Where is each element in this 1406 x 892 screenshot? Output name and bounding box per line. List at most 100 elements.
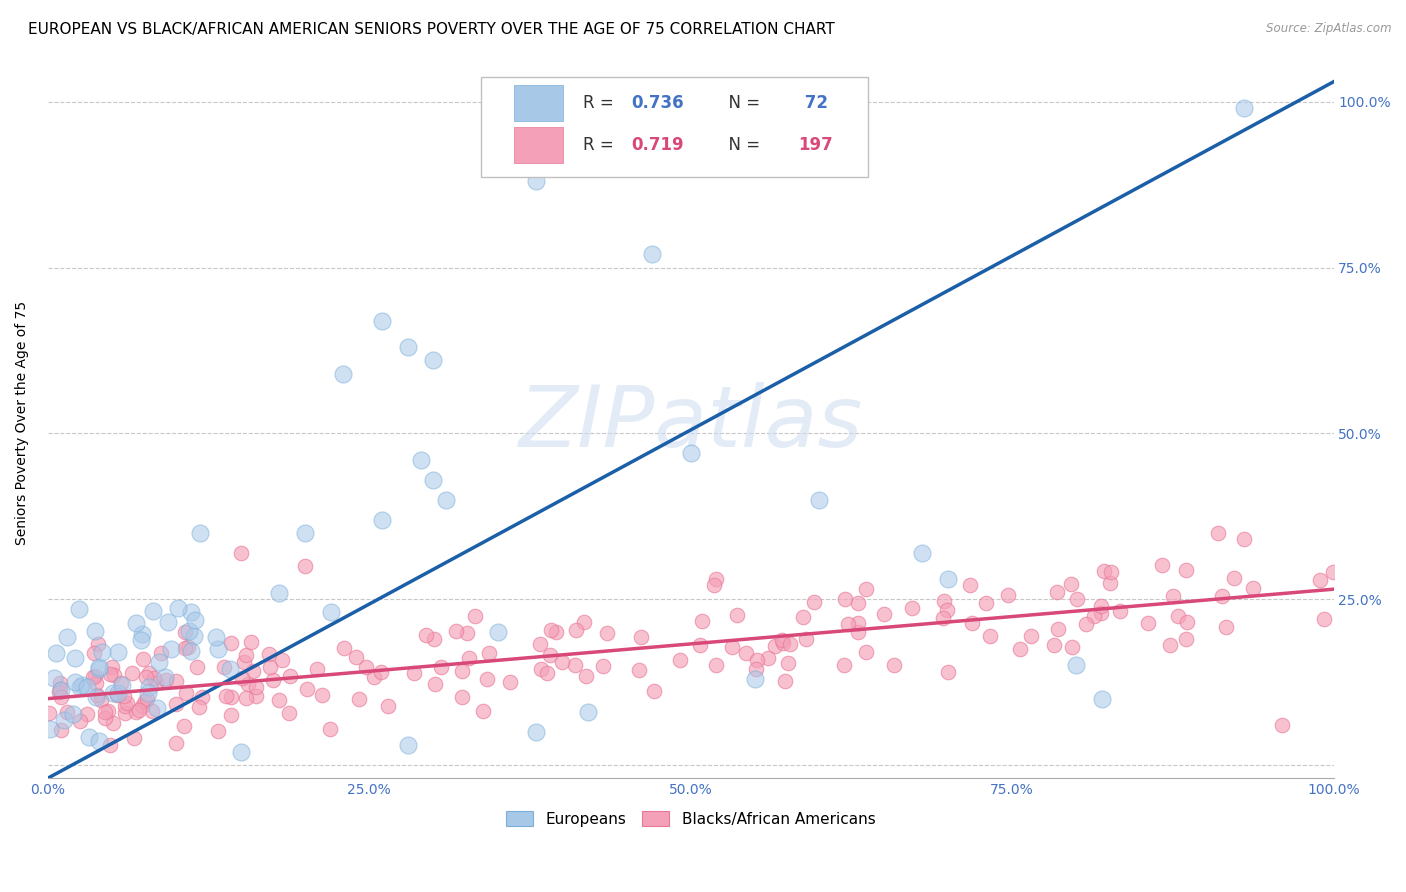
Point bbox=[735, 646, 758, 660]
Point bbox=[402, 666, 425, 681]
Point bbox=[574, 615, 596, 629]
Point bbox=[551, 656, 574, 670]
Point bbox=[1010, 642, 1032, 657]
Text: EUROPEAN VS BLACK/AFRICAN AMERICAN SENIORS POVERTY OVER THE AGE OF 75 CORRELATIO: EUROPEAN VS BLACK/AFRICAN AMERICAN SENIO… bbox=[28, 22, 835, 37]
Point bbox=[1232, 533, 1254, 547]
Point bbox=[101, 715, 124, 730]
Point bbox=[1136, 616, 1159, 631]
Point bbox=[235, 690, 257, 705]
Point bbox=[1174, 632, 1197, 647]
Point bbox=[294, 525, 316, 540]
Point bbox=[242, 664, 264, 678]
Point bbox=[451, 664, 474, 678]
Point bbox=[107, 686, 129, 700]
Point bbox=[219, 708, 242, 723]
Point bbox=[1101, 565, 1123, 579]
Point bbox=[259, 648, 281, 662]
Point bbox=[932, 594, 955, 608]
Point bbox=[703, 577, 725, 591]
Point bbox=[207, 723, 229, 738]
Point bbox=[1271, 718, 1294, 732]
Point bbox=[238, 676, 260, 690]
Point bbox=[87, 734, 110, 748]
Point bbox=[86, 688, 108, 702]
Point bbox=[1092, 564, 1115, 578]
Point bbox=[422, 353, 444, 368]
Point bbox=[278, 668, 301, 682]
Point bbox=[270, 653, 292, 667]
Point bbox=[679, 446, 702, 460]
Point bbox=[128, 702, 150, 716]
Point bbox=[960, 615, 983, 630]
Point bbox=[1309, 573, 1331, 587]
Point bbox=[529, 637, 551, 651]
Point bbox=[692, 614, 714, 628]
Point bbox=[370, 665, 392, 679]
Point bbox=[772, 636, 794, 650]
Point bbox=[165, 736, 187, 750]
Point bbox=[936, 665, 959, 679]
Point bbox=[294, 559, 316, 574]
Point bbox=[1060, 576, 1083, 591]
Point bbox=[148, 655, 170, 669]
Point bbox=[499, 675, 522, 690]
Point bbox=[319, 606, 342, 620]
Point bbox=[94, 711, 117, 725]
Point bbox=[959, 578, 981, 592]
Point bbox=[318, 722, 340, 736]
Point bbox=[70, 678, 93, 692]
Point bbox=[415, 628, 437, 642]
Point bbox=[472, 704, 495, 718]
Point bbox=[832, 657, 855, 672]
Point bbox=[191, 690, 214, 704]
Point bbox=[544, 625, 567, 640]
Point bbox=[901, 601, 924, 615]
Point bbox=[744, 662, 766, 676]
Point bbox=[744, 672, 766, 686]
Point bbox=[911, 546, 934, 560]
Point bbox=[1174, 563, 1197, 577]
Point bbox=[138, 680, 160, 694]
Point bbox=[997, 589, 1019, 603]
Point bbox=[51, 723, 73, 737]
Point bbox=[165, 673, 187, 688]
Text: 197: 197 bbox=[799, 136, 834, 153]
Point bbox=[114, 706, 136, 720]
Point bbox=[69, 680, 91, 694]
Point bbox=[153, 670, 176, 684]
Point bbox=[1090, 607, 1112, 621]
Point bbox=[1163, 589, 1185, 603]
Point bbox=[630, 630, 652, 644]
Point bbox=[846, 624, 869, 639]
Point bbox=[38, 706, 60, 720]
Point bbox=[564, 658, 586, 673]
Point bbox=[1019, 628, 1042, 642]
Point bbox=[42, 671, 65, 685]
Point bbox=[1167, 608, 1189, 623]
Point bbox=[219, 690, 242, 704]
Point bbox=[177, 640, 200, 654]
Point bbox=[763, 639, 786, 653]
Point bbox=[90, 693, 112, 707]
Point bbox=[669, 653, 692, 667]
Point bbox=[125, 615, 148, 630]
Text: N =: N = bbox=[717, 136, 765, 153]
Point bbox=[1108, 604, 1130, 618]
FancyBboxPatch shape bbox=[515, 127, 564, 162]
Point bbox=[792, 609, 814, 624]
Point bbox=[111, 678, 134, 692]
Point bbox=[592, 658, 614, 673]
Point bbox=[97, 704, 120, 718]
Point bbox=[131, 652, 153, 666]
Point bbox=[52, 714, 75, 728]
Point bbox=[434, 492, 457, 507]
Point bbox=[936, 572, 959, 586]
Point bbox=[239, 635, 262, 649]
Point bbox=[446, 624, 468, 639]
Point bbox=[422, 473, 444, 487]
Point bbox=[62, 706, 84, 721]
Point bbox=[51, 683, 73, 698]
Point bbox=[76, 680, 98, 694]
Point bbox=[530, 662, 553, 676]
Point bbox=[1091, 691, 1114, 706]
